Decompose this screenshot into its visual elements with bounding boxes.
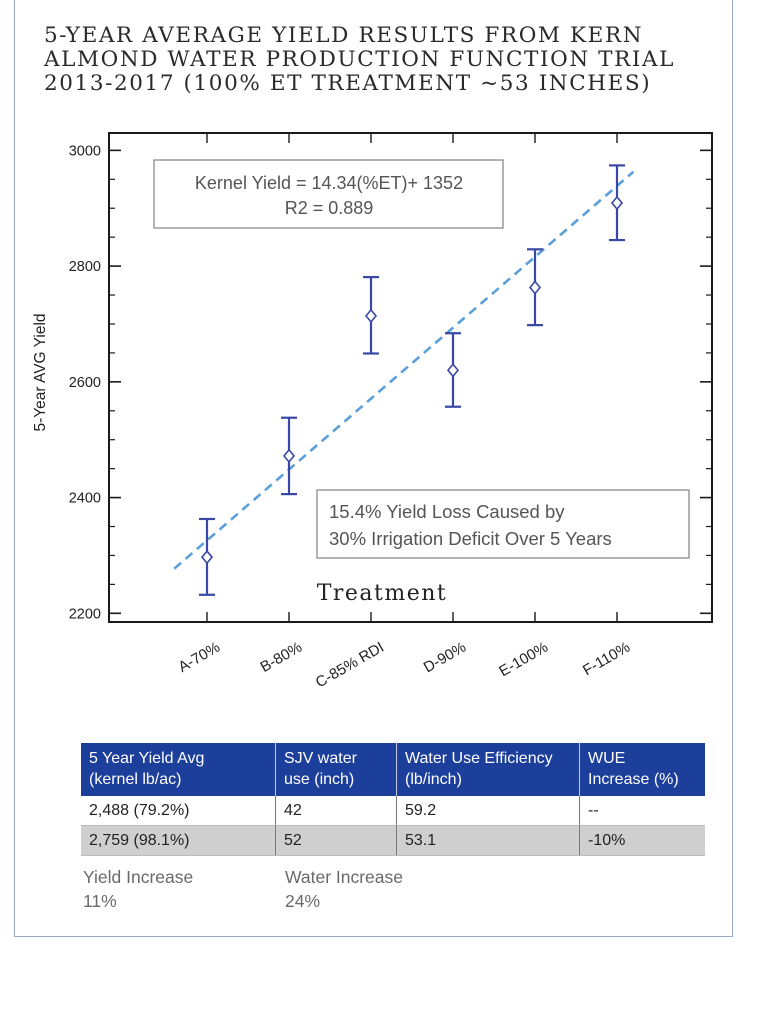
col-header-wue: Water Use Efficiency (lb/inch) bbox=[396, 743, 580, 796]
yield-increase-label: Yield Increase bbox=[83, 867, 194, 887]
col-header-yield-avg: 5 Year Yield Avg (kernel lb/ac) bbox=[81, 743, 276, 796]
x-tick-label: D-90% bbox=[421, 639, 469, 677]
col-header-wue-increase: WUE Increase (%) bbox=[579, 743, 705, 796]
x-axis-label: Treatment bbox=[317, 581, 448, 606]
yield-loss-text: 30% Irrigation Deficit Over 5 Years bbox=[329, 528, 612, 549]
table-cell: 42 bbox=[275, 796, 397, 826]
table-cell: 52 bbox=[275, 825, 397, 856]
yield-increase-summary: Yield Increase 11% bbox=[83, 865, 193, 913]
plot-area: 2200 2400 2600 2800 3000 A-70% B-80% C-85% RDI D… bbox=[32, 132, 713, 692]
table-row: 2,759 (98.1%) 52 53.1 -10% bbox=[81, 825, 705, 856]
data-point bbox=[528, 280, 542, 295]
water-increase-label: Water Increase bbox=[285, 867, 404, 887]
data-point bbox=[282, 448, 296, 464]
col-header-water-use: SJV water use (inch) bbox=[275, 743, 397, 796]
water-increase-summary: Water Increase 24% bbox=[285, 865, 403, 913]
table-cell: -10% bbox=[579, 825, 705, 856]
yield-increase-value: 11% bbox=[83, 891, 117, 911]
y-tick-label: 2400 bbox=[69, 491, 101, 507]
x-tick-label: E-100% bbox=[496, 639, 551, 680]
water-increase-value: 24% bbox=[285, 891, 321, 911]
table-cell: 2,759 (98.1%) bbox=[81, 825, 276, 856]
y-tick-label: 2800 bbox=[69, 259, 101, 275]
x-tick-label: F-110% bbox=[580, 639, 633, 679]
table-cell: -- bbox=[579, 796, 705, 826]
table-row: 2,488 (79.2%) 42 59.2 -- bbox=[81, 796, 705, 826]
data-point bbox=[446, 363, 460, 378]
equation-box bbox=[153, 159, 504, 229]
x-tick-label: B-80% bbox=[258, 639, 305, 676]
table-cell: 53.1 bbox=[396, 825, 580, 856]
figure-frame bbox=[14, 0, 733, 937]
figure-title: 5-YEAR AVERAGE YIELD RESULTS FROM KERN A… bbox=[44, 23, 675, 96]
trendline bbox=[173, 170, 635, 570]
x-tick-label: A-70% bbox=[176, 639, 223, 676]
yield-loss-box bbox=[316, 489, 690, 559]
data-point bbox=[364, 308, 378, 324]
y-tick-label: 2600 bbox=[69, 375, 101, 391]
r-squared-text: R2 = 0.889 bbox=[285, 198, 374, 218]
y-axis-label: 5-Year AVG Yield bbox=[32, 313, 49, 431]
equation-text: Kernel Yield = 14.34(%ET)+ 1352 bbox=[195, 173, 463, 193]
yield-loss-text: 15.4% Yield Loss Caused by bbox=[329, 501, 565, 522]
data-point bbox=[610, 195, 624, 211]
data-point bbox=[200, 549, 214, 565]
x-tick-label: C-85% RDI bbox=[313, 639, 387, 692]
table-cell: 59.2 bbox=[396, 796, 580, 826]
yield-chart: 2200 2400 2600 2800 3000 A-70% B-80% C-85% RDI D… bbox=[32, 132, 713, 692]
y-tick-label: 3000 bbox=[69, 143, 101, 159]
y-tick-label: 2200 bbox=[69, 606, 101, 622]
table-header-row: 5 Year Yield Avg (kernel lb/ac) SJV wate… bbox=[81, 743, 705, 796]
plot-frame bbox=[108, 132, 713, 623]
table-cell: 2,488 (79.2%) bbox=[81, 796, 276, 826]
yield-table: 5 Year Yield Avg (kernel lb/ac) SJV wate… bbox=[81, 743, 705, 856]
